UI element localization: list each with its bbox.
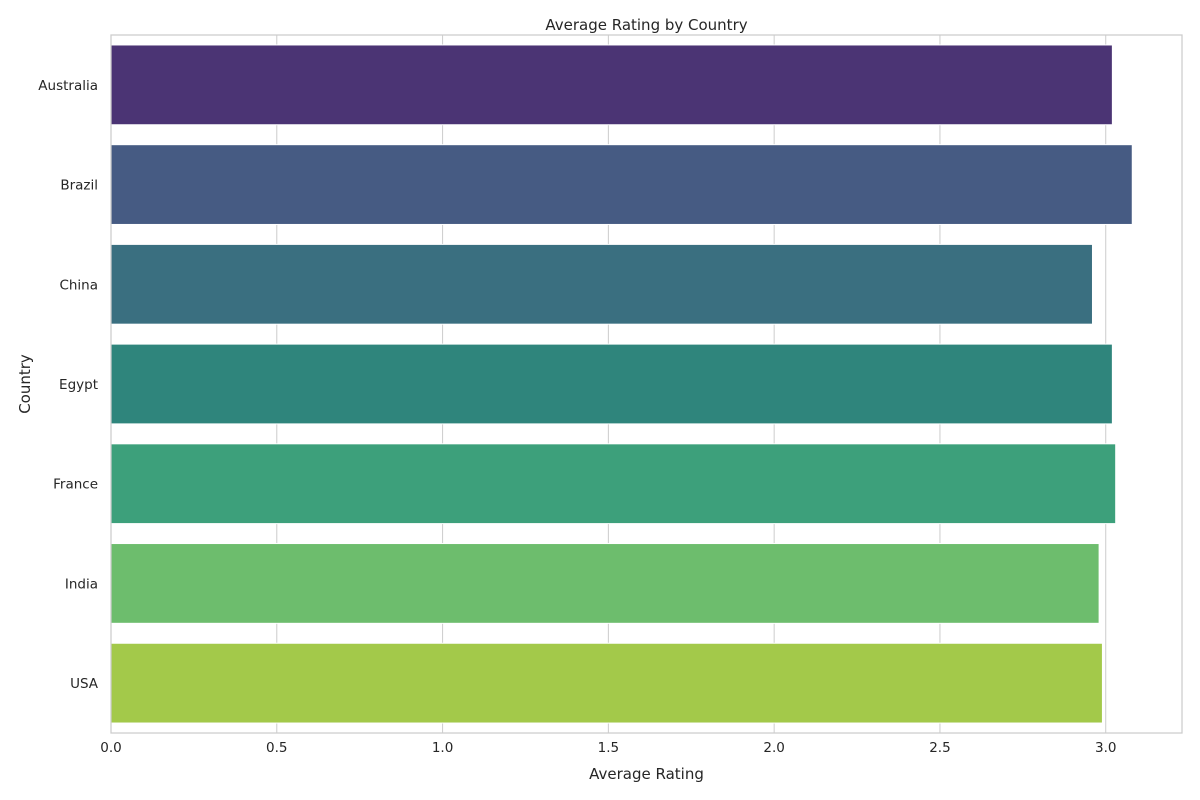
chart-title: Average Rating by Country (545, 16, 747, 34)
bar-brazil (110, 144, 1133, 225)
bar-australia (110, 44, 1113, 126)
y-tick-label: China (59, 277, 98, 293)
x-tick-label: 2.0 (763, 740, 784, 756)
y-axis-ticks: Australia Brazil China Egypt France India USA (38, 78, 98, 692)
x-tick-label: 2.5 (929, 740, 950, 756)
x-tick-label: 1.0 (432, 740, 453, 756)
bars (110, 44, 1133, 724)
y-tick-label: Egypt (59, 377, 98, 393)
x-tick-label: 0.5 (266, 740, 287, 756)
y-tick-label: USA (70, 676, 99, 692)
bar-france (110, 443, 1117, 525)
x-tick-label: 0.0 (100, 740, 121, 756)
bar-usa (110, 642, 1103, 724)
y-tick-label: Australia (38, 78, 98, 94)
x-tick-label: 1.5 (598, 740, 619, 756)
y-axis-label: Country (16, 354, 34, 414)
bar-egypt (110, 343, 1113, 425)
x-tick-label: 3.0 (1095, 740, 1116, 756)
y-tick-label: France (53, 477, 98, 493)
bar-india (110, 543, 1100, 624)
y-tick-label: India (65, 576, 98, 592)
x-axis-label: Average Rating (589, 765, 704, 783)
x-axis-ticks: 0.0 0.5 1.0 1.5 2.0 2.5 3.0 (100, 740, 1116, 756)
bar-china (110, 243, 1093, 325)
y-tick-label: Brazil (60, 178, 98, 194)
plot-frame (110, 34, 1183, 734)
